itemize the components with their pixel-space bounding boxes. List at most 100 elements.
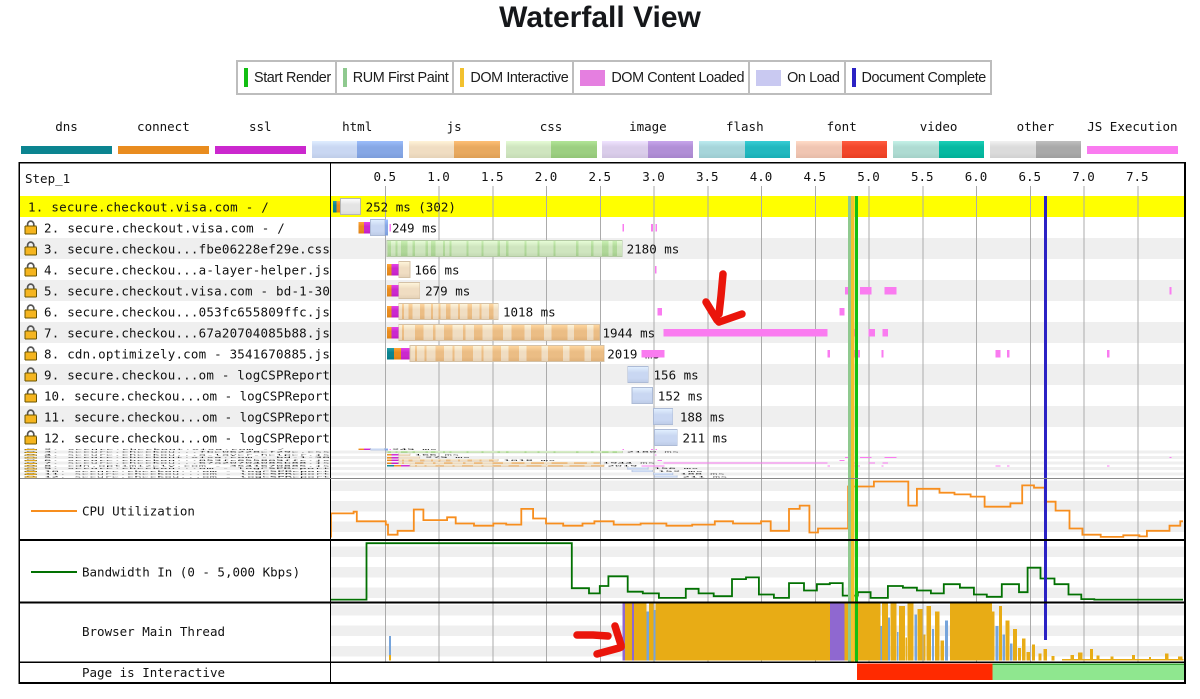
request-bar-chunk	[481, 241, 484, 256]
tick-mark	[1137, 186, 1139, 196]
main-thread-bar	[940, 640, 944, 661]
shape	[331, 587, 1184, 598]
shape	[24, 393, 37, 403]
colormap-label: JS Execution	[1087, 119, 1178, 134]
request-row[interactable]: 2. secure.checkout.visa.com - / 249 ms	[24, 219, 658, 236]
request-bar-connect	[393, 348, 401, 360]
colormap-label: flash	[725, 119, 764, 134]
shape	[26, 241, 35, 248]
request-row[interactable]: 6. secure.checkou...053fc655809ffc.js 101…	[24, 303, 845, 320]
shape	[20, 467, 1184, 470]
row-bg	[20, 427, 1184, 448]
event-line-dom-interactive	[851, 196, 855, 662]
shape	[24, 372, 37, 382]
colormap-label: html	[342, 119, 373, 134]
tick-label: 5.5	[911, 169, 934, 184]
colormap-label: ssl	[249, 119, 272, 134]
shape	[330, 163, 332, 682]
request-bar-css	[386, 240, 623, 257]
request-bar-js	[398, 261, 411, 278]
request-row[interactable]: 1. secure.checkout.visa.com - / 252 ms (3…	[28, 198, 456, 215]
colormap-swatch-light-half	[311, 141, 358, 158]
main-thread-bar	[899, 605, 906, 661]
request-bar-chunk	[466, 241, 469, 256]
bandwidth-section: Bandwidth In (0 - 5,000 Kbps)	[31, 542, 1183, 601]
tick-mark	[653, 186, 655, 196]
lock-icon	[24, 346, 37, 361]
request-bar-chunk	[497, 241, 500, 256]
tick-label: 5.0	[857, 169, 880, 184]
request-bar-chunk	[446, 304, 451, 319]
colormap-swatch-dark-half	[357, 141, 403, 158]
shape	[593, 643, 625, 658]
request-row[interactable]: 11. secure.checkou...om - logCSPReport 18…	[24, 408, 725, 425]
main-thread-bar	[1078, 652, 1083, 661]
request-bar-chunk	[492, 325, 503, 340]
request-bar-connect	[358, 222, 365, 234]
request-bar-html	[631, 387, 653, 404]
request-row[interactable]: 10. secure.checkou...om - logCSPReport 15…	[24, 387, 703, 404]
request-bar-html	[384, 219, 389, 236]
request-label: 9. secure.checkou...om - logCSPReport	[44, 368, 330, 383]
main-thread-bar	[1043, 649, 1047, 661]
shape	[26, 304, 35, 311]
row-bg	[20, 364, 1184, 385]
shape	[331, 521, 1184, 532]
request-bar-chunk	[591, 241, 594, 256]
request-bar-chunk	[479, 304, 482, 319]
legend-item-label: Start Render	[254, 69, 331, 86]
request-bar-chunk	[508, 346, 520, 361]
colormap-label: dns	[55, 119, 78, 134]
tick-mark	[492, 186, 494, 196]
shape	[20, 601, 1184, 604]
request-row[interactable]: 5. secure.checkout.visa.com - bd-1-30 279…	[24, 282, 1172, 299]
request-row[interactable]: 7. secure.checkou...67a20704085b88.js 194…	[24, 324, 888, 341]
main-thread-bar	[1062, 658, 1184, 661]
main-thread-bar	[931, 628, 935, 661]
main-thread-bar	[992, 611, 995, 661]
legend-item-label: On Load	[787, 69, 840, 86]
shape	[24, 267, 37, 277]
js-exec-mark	[622, 224, 624, 232]
colormap-item-ssl: ssl	[214, 119, 306, 161]
request-bar-chunk	[462, 346, 473, 361]
colormap-swatch	[796, 141, 888, 158]
page-interactive-label: Page is Interactive	[82, 665, 225, 680]
request-row[interactable]: 4. secure.checkou...a-layer-helper.js 166…	[24, 261, 657, 278]
request-row[interactable]: 3. secure.checkou...fbe06228ef29e.css 218…	[24, 240, 679, 257]
request-bar-chunk	[412, 241, 415, 256]
lock-icon	[24, 220, 37, 235]
main-thread-bar	[995, 626, 999, 661]
legend-item-label: DOM Content Loaded	[611, 69, 745, 86]
request-row[interactable]: 12. secure.checkou...om - logCSPReport 21…	[24, 429, 728, 446]
main-thread-bar	[632, 603, 635, 661]
gridline	[599, 196, 601, 662]
request-label: 4. secure.checkou...a-layer-helper.js	[44, 263, 330, 278]
tick-mark	[1029, 186, 1031, 196]
request-bar-chunk	[573, 325, 587, 340]
interactive-green-top-edge	[992, 663, 1184, 665]
request-bar-dns	[333, 201, 337, 213]
lock-icon	[24, 388, 37, 403]
request-bar-chunk	[401, 304, 405, 319]
main-thread-bar	[649, 603, 654, 661]
lock-icon	[24, 409, 37, 424]
colormap-swatch-light-half	[408, 141, 455, 158]
main-thread-label: Browser Main Thread	[82, 624, 225, 639]
js-exec-mark	[859, 287, 872, 295]
colormap-swatch	[602, 141, 694, 158]
request-bar-chunk	[414, 325, 424, 340]
request-rows-2-12: 2. secure.checkout.visa.com - / 249 ms 3.…	[24, 219, 1172, 446]
request-bar-chunk	[435, 346, 444, 361]
shape	[331, 546, 1184, 557]
js-exec-mark	[641, 350, 665, 358]
tick-label: 4.5	[803, 169, 826, 184]
request-row[interactable]: 9. secure.checkou...om - logCSPReport 156…	[24, 366, 699, 383]
request-bar-js	[398, 282, 421, 299]
main-thread-bar	[926, 605, 931, 661]
colormap-item-other: other	[990, 119, 1081, 161]
js-exec-mark	[655, 266, 657, 274]
main-thread-bar	[1110, 656, 1114, 661]
